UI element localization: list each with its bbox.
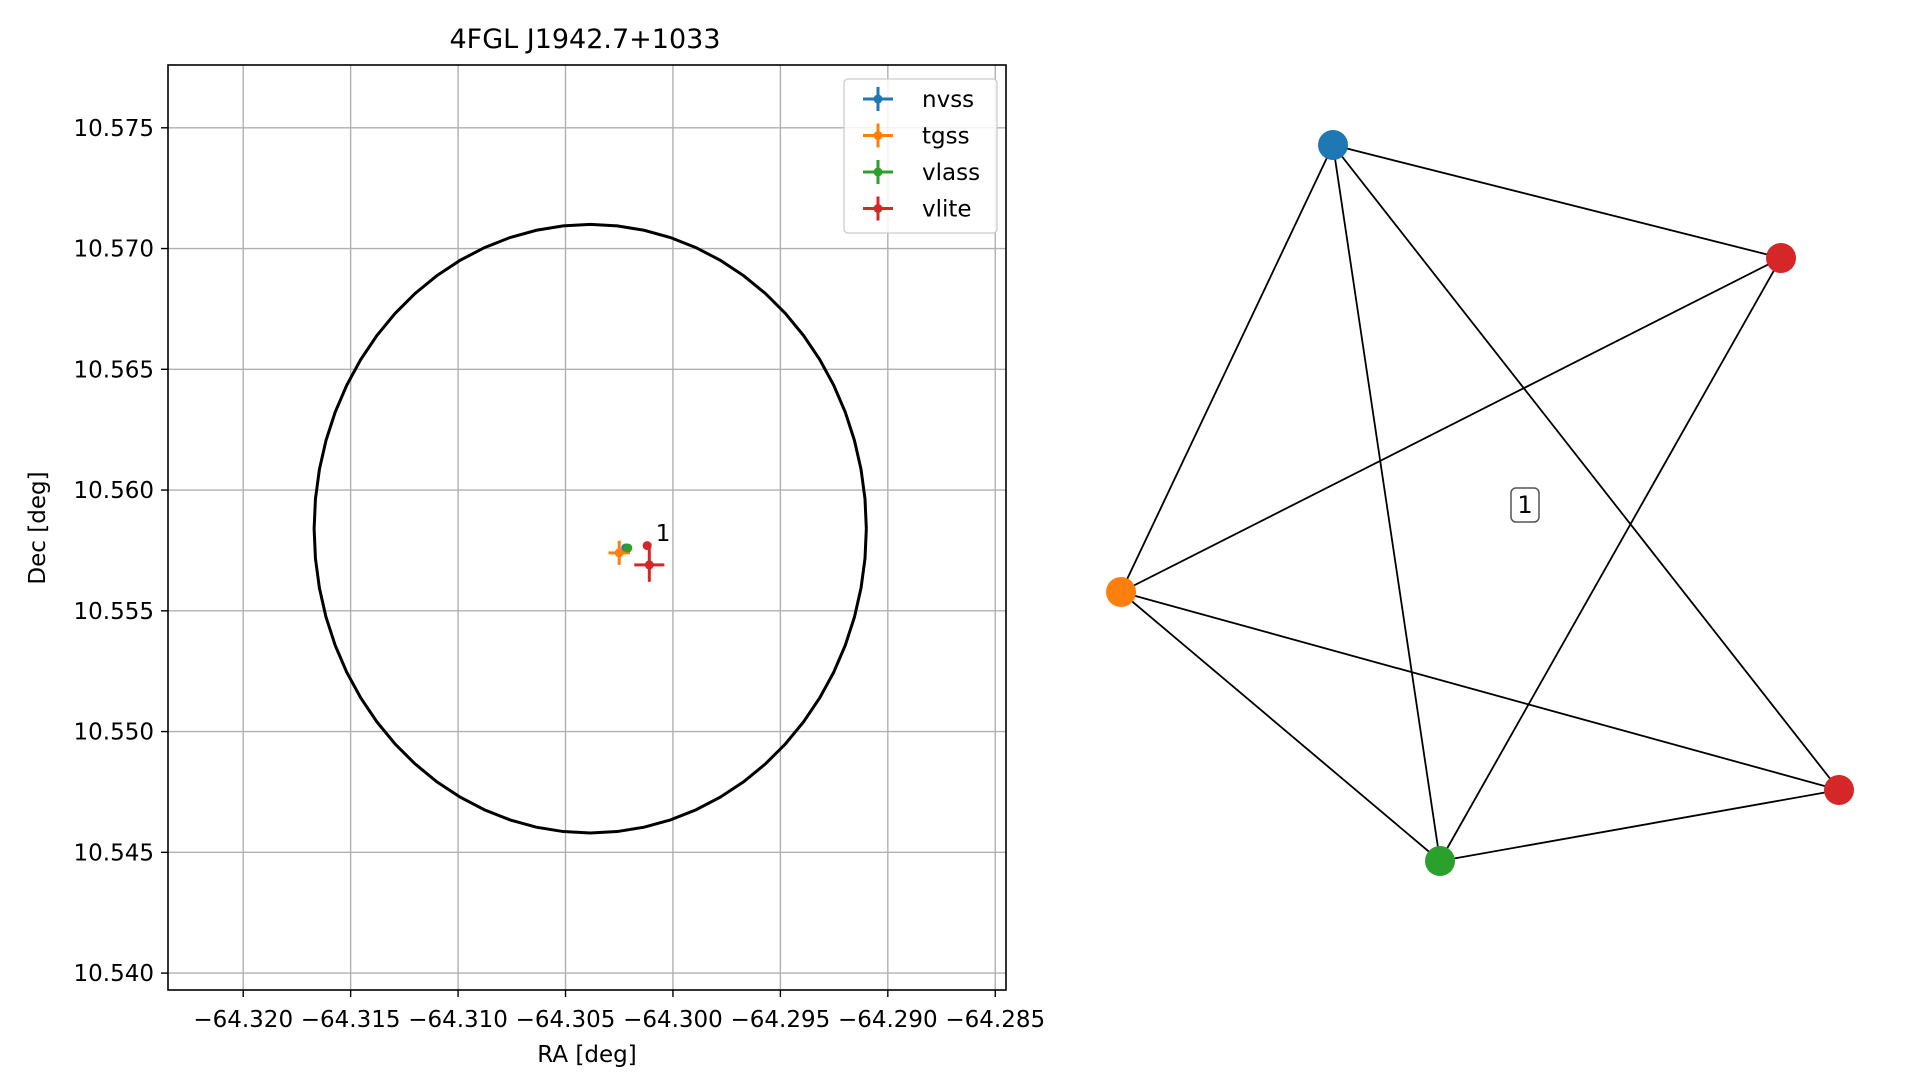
network-edge bbox=[1120, 257, 1782, 593]
y-tick-label: 10.570 bbox=[74, 237, 154, 263]
y-tick-label: 10.550 bbox=[74, 720, 154, 746]
x-axis-ticks: −64.320 −64.315 −64.310 −64.305 −64.300 −64.2… bbox=[193, 990, 1045, 1033]
legend-entry-vlite: vlite bbox=[863, 196, 972, 223]
network-edge bbox=[1332, 144, 1441, 862]
extra-point bbox=[642, 541, 652, 551]
legend-entry-tgss: tgss bbox=[863, 123, 970, 150]
legend-frame bbox=[843, 78, 998, 234]
legend-label: vlass bbox=[922, 160, 980, 186]
error-ellipse bbox=[312, 222, 868, 835]
x-tick-label: −64.310 bbox=[408, 1007, 508, 1033]
legend-marker bbox=[873, 204, 883, 213]
network-edge bbox=[1120, 591, 1441, 862]
network-edge bbox=[1120, 144, 1334, 593]
network-node-nvss bbox=[1318, 130, 1348, 160]
network-label: 1 bbox=[1517, 491, 1532, 519]
legend: nvss tgss vlass vlite bbox=[843, 78, 998, 234]
legend-entry-vlass: vlass bbox=[863, 160, 980, 186]
y-tick-label: 10.540 bbox=[74, 961, 154, 987]
x-axis-label: RA [deg] bbox=[537, 1042, 636, 1068]
network-edge bbox=[1439, 257, 1782, 862]
error-ellipse-outline bbox=[312, 222, 868, 835]
marker-vlite bbox=[644, 560, 654, 570]
network-node-vlite_b bbox=[1824, 775, 1854, 805]
legend-marker bbox=[873, 94, 883, 104]
point-tgss bbox=[608, 540, 630, 565]
network-node-tgss bbox=[1106, 577, 1136, 607]
network-panel: 1 bbox=[1106, 130, 1854, 876]
y-tick-label: 10.560 bbox=[74, 478, 154, 504]
x-tick-label: −64.285 bbox=[945, 1007, 1045, 1033]
y-axis-ticks: 10.540 10.545 10.550 10.555 10.560 10.565 10.5… bbox=[74, 116, 168, 987]
point-vlass bbox=[623, 543, 633, 553]
network-edge bbox=[1332, 144, 1840, 791]
point-vlite bbox=[634, 548, 665, 582]
y-axis-label: Dec [deg] bbox=[25, 471, 51, 584]
network-edge bbox=[1120, 591, 1840, 791]
network-edge bbox=[1439, 789, 1840, 862]
network-nodes bbox=[1106, 130, 1854, 876]
network-edge bbox=[1332, 144, 1782, 259]
scatter-panel: 4FGL J1942.7+1033 1 −64.320 −64.315 −64.31… bbox=[25, 24, 1045, 1068]
y-tick-label: 10.545 bbox=[74, 840, 154, 866]
chart-title: 4FGL J1942.7+1033 bbox=[449, 24, 720, 55]
legend-label: vlite bbox=[922, 197, 972, 223]
legend-marker bbox=[873, 167, 883, 177]
data-points: 1 bbox=[608, 521, 670, 582]
network-node-vlite_a bbox=[1766, 243, 1796, 273]
legend-label: nvss bbox=[922, 87, 974, 113]
x-tick-label: −64.300 bbox=[623, 1007, 723, 1033]
marker-tgss bbox=[614, 548, 624, 558]
legend-entry-nvss: nvss bbox=[863, 87, 974, 113]
annotation-label: 1 bbox=[656, 521, 671, 547]
y-tick-label: 10.555 bbox=[74, 599, 154, 625]
x-tick-label: −64.320 bbox=[193, 1007, 293, 1033]
x-tick-label: −64.295 bbox=[731, 1007, 831, 1033]
y-tick-label: 10.575 bbox=[74, 116, 154, 142]
x-tick-label: −64.290 bbox=[838, 1007, 938, 1033]
y-tick-label: 10.565 bbox=[74, 357, 154, 383]
network-edges bbox=[1120, 144, 1840, 862]
marker-vlass bbox=[623, 543, 633, 553]
plot-frame bbox=[167, 64, 1007, 991]
network-label-box: 1 bbox=[1510, 487, 1540, 523]
network-label-frame bbox=[1510, 487, 1540, 523]
x-tick-label: −64.305 bbox=[516, 1007, 616, 1033]
network-node-vlass bbox=[1425, 846, 1455, 876]
x-tick-label: −64.315 bbox=[301, 1007, 401, 1033]
legend-label: tgss bbox=[922, 124, 970, 150]
legend-marker bbox=[873, 131, 883, 140]
